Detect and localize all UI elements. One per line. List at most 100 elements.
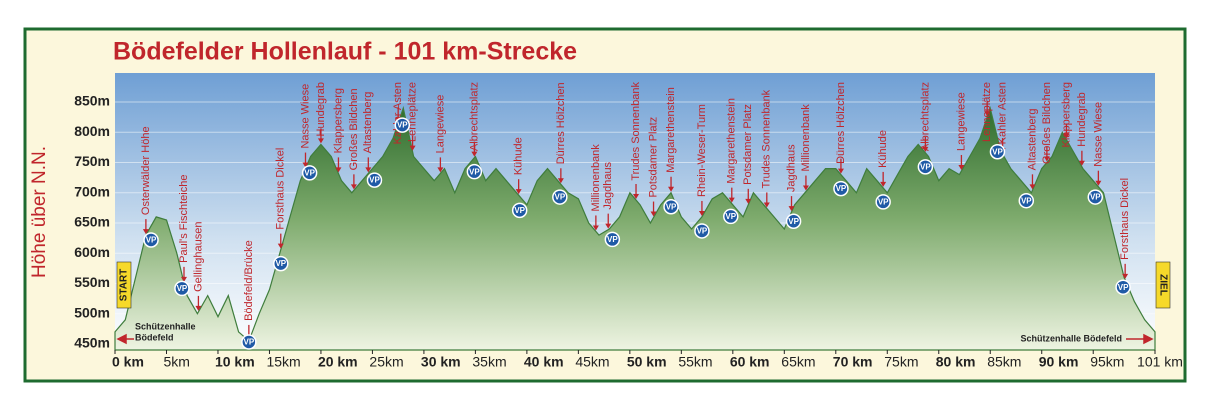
waypoint-arrowhead [728, 197, 735, 203]
vp-label: VP [304, 168, 315, 177]
x-tick-label: 0 km [112, 354, 144, 370]
y-tick-label: 500m [74, 304, 110, 320]
chart-title: Bödefelder Hollenlauf - 101 km-Strecke [113, 38, 577, 66]
vp-label: VP [788, 217, 799, 226]
waypoint-label: Dürres Hölzchen [835, 82, 847, 164]
vp-label: VP [146, 236, 157, 245]
waypoint-label: Klappersberg [1060, 82, 1072, 147]
waypoint-label: Jagdhaus [785, 144, 797, 192]
waypoint-arrowhead [763, 202, 770, 208]
waypoint-arrowhead [1078, 160, 1085, 166]
waypoint-label: Millionenbank [590, 144, 602, 212]
y-tick-label: 450m [74, 335, 110, 351]
waypoint-label: Forsthaus Dickel [275, 148, 287, 230]
start-place: Bödefeld [135, 332, 174, 342]
vp-label: VP [1021, 196, 1032, 205]
y-axis-label: Höhe über N.N. [29, 146, 50, 278]
waypoint-label: Langewiese [434, 95, 446, 154]
finish-arrow [1126, 333, 1154, 345]
waypoint-label: Dürres Hölzchen [555, 82, 567, 164]
y-tick-label: 800m [74, 123, 110, 139]
finish-label: ZIEL [1157, 274, 1168, 296]
x-tick-label: 90 km [1039, 354, 1079, 370]
finish-place: Schützenhalle Bödefeld [1020, 333, 1122, 343]
vp-marker [1018, 192, 1035, 209]
waypoint-arrowhead [984, 111, 991, 117]
x-tick-label: 101 km [1137, 354, 1183, 370]
waypoint-label: Rhein-Weser-Turm [696, 104, 708, 197]
waypoint-label: Hundegrab [315, 82, 327, 136]
waypoint-arrowhead [350, 184, 357, 190]
vp-label: VP [177, 284, 188, 293]
x-tick-label: 25km [369, 354, 403, 370]
x-tick-label: 95km [1090, 354, 1124, 370]
y-tick-label: 600m [74, 244, 110, 260]
elevation-area [114, 105, 1156, 351]
waypoint-label: Großes Bildchen [348, 88, 360, 170]
waypoint-label: Potsdamer Platz [742, 104, 754, 185]
waypoint-label: Albrechtsplatz [919, 82, 931, 151]
waypoint-label: Klappersberg [332, 88, 344, 153]
x-tick-label: 40 km [524, 354, 564, 370]
y-tick-label: 750m [74, 153, 110, 169]
waypoint-arrowhead [180, 276, 187, 282]
vp-label: VP [836, 184, 847, 193]
waypoint-arrowhead [592, 225, 599, 231]
waypoint-arrowhead [1063, 133, 1070, 139]
vp-marker [1115, 279, 1131, 295]
x-tick-label: 20 km [318, 354, 358, 370]
vp-marker [174, 280, 190, 297]
waypoint-arrowhead [605, 223, 612, 229]
waypoint-arrowhead [802, 185, 809, 191]
waypoint-label: Kühude [877, 130, 889, 168]
waypoint-arrowhead [837, 168, 844, 174]
y-tick-label: 550m [74, 274, 110, 290]
waypoint-label: Bödefeld/Brücke [243, 240, 255, 321]
vp-label: VP [725, 212, 736, 221]
vp-marker [833, 180, 849, 197]
waypoint-arrowhead [277, 243, 284, 249]
x-tick-label: 60 km [730, 354, 770, 370]
vp-label: VP [878, 198, 889, 207]
waypoint-arrowhead [437, 167, 444, 173]
x-tick-label: 45km [575, 354, 609, 370]
waypoint-label: Trudes Sonnenbank [761, 89, 773, 188]
waypoint-label: Hundegrab [1076, 92, 1088, 146]
start-place: Schützenhalle [135, 321, 196, 331]
x-tick-label: 5km [163, 354, 189, 370]
waypoint-arrowhead [409, 145, 416, 151]
x-tick-label: 75km [884, 354, 918, 370]
vp-marker [663, 199, 679, 215]
waypoint-arrowhead [335, 167, 342, 173]
x-tick-label: 65km [781, 354, 815, 370]
waypoint-label: Gellinghausen [192, 222, 204, 292]
vp-marker [604, 231, 621, 248]
waypoint-arrowhead [958, 164, 965, 170]
vp-label: VP [469, 167, 480, 176]
waypoint-arrowhead [1095, 180, 1102, 186]
waypoint-label: Altastenberg [1026, 109, 1038, 171]
vp-label: VP [920, 162, 931, 171]
waypoint-arrowhead [922, 146, 929, 152]
y-tick-label: 700m [74, 183, 110, 199]
vp-label: VP [244, 338, 255, 347]
start-arrow [116, 333, 134, 345]
start-box [116, 261, 132, 309]
waypoint-label: Potsdamer Platz [647, 117, 659, 198]
waypoint-arrowhead [515, 189, 522, 195]
waypoint-arrowhead [365, 167, 372, 173]
waypoint-label: Kahler Asten [997, 82, 1009, 144]
vp-label: VP [514, 206, 525, 215]
waypoint-label: Osterwälder Höhe [140, 126, 152, 215]
waypoint-arrowhead [142, 229, 149, 235]
vp-marker [917, 159, 934, 175]
vp-marker [241, 334, 257, 350]
waypoint-arrowhead [745, 198, 752, 204]
y-tick-label: 650m [74, 214, 110, 230]
waypoint-label: Millionenbank [800, 104, 812, 172]
waypoint-arrowhead [1122, 273, 1129, 279]
vp-marker [394, 117, 411, 133]
finish-box [1155, 261, 1171, 309]
vp-label: VP [666, 202, 677, 211]
